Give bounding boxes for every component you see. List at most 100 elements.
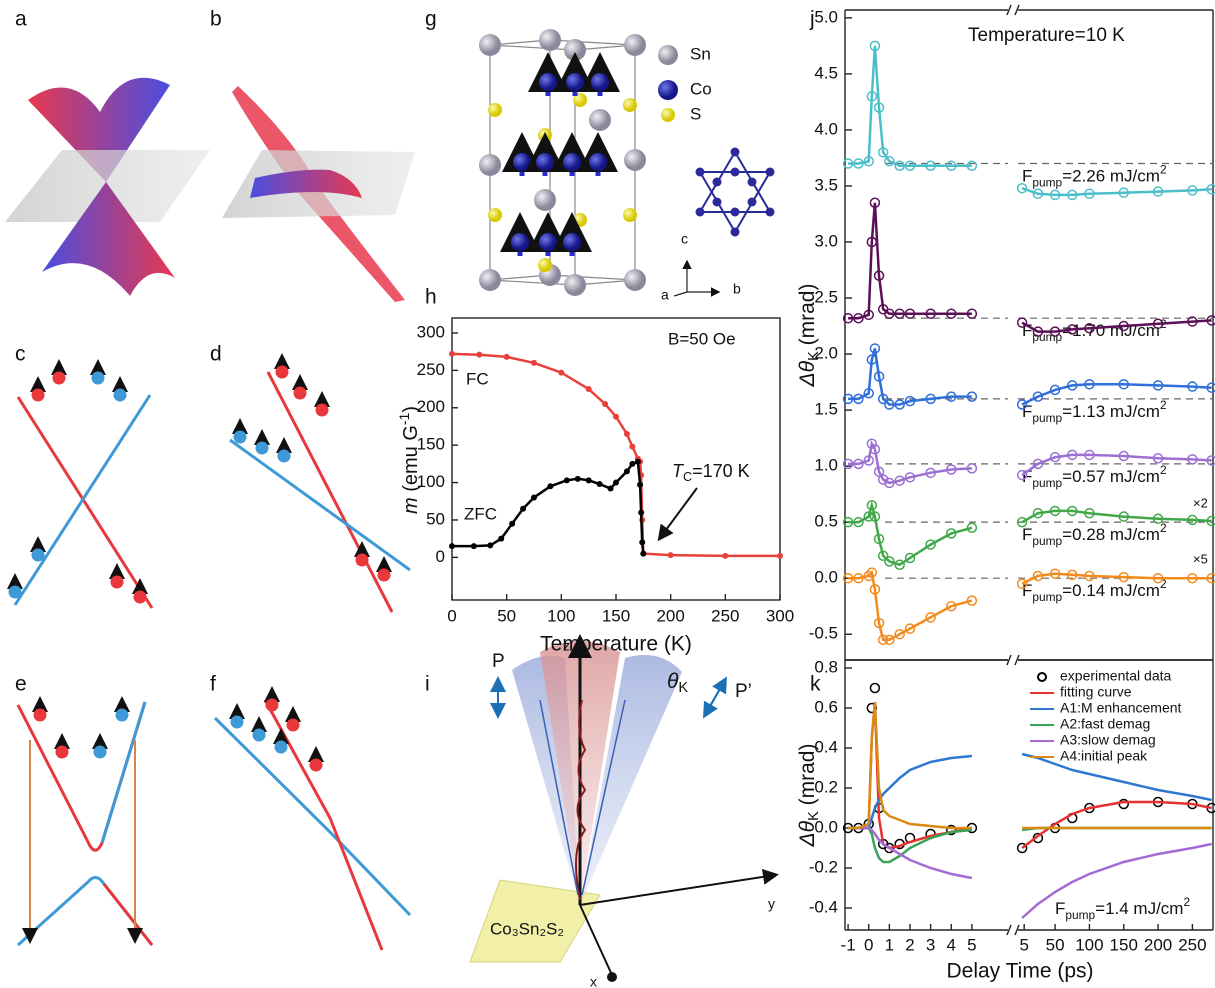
data-point: [498, 536, 504, 542]
y-tick-label: 0.5: [814, 512, 838, 531]
atom: [566, 73, 584, 91]
spin: [32, 389, 45, 402]
x-tick-label: 0: [447, 606, 456, 625]
kagome-site: [696, 208, 705, 217]
y-tick-label: 250: [417, 360, 445, 379]
y-tick-label: -0.4: [809, 897, 838, 916]
data-point: [629, 461, 635, 467]
legend-label: A2:fast demag: [1060, 716, 1150, 732]
data-line: [848, 756, 972, 828]
data-line: [452, 354, 780, 556]
y-axis-label-part: (mrad): [796, 284, 819, 352]
fluence-label-part: pump: [1032, 411, 1062, 425]
spin: [114, 389, 127, 402]
spin: [116, 709, 129, 722]
kagome-site: [748, 198, 757, 207]
axis-breaks: [1007, 5, 1019, 935]
spin: [356, 554, 369, 567]
y-axis-label-part: (mrad): [796, 744, 819, 812]
data-point: [547, 483, 553, 489]
panel-label: c: [15, 343, 26, 366]
kerr-label-part: K: [678, 680, 688, 696]
legend-label: A4:initial peak: [1060, 748, 1148, 764]
fluence-label-part: pump: [1032, 534, 1062, 548]
data-point: [471, 543, 477, 549]
data-point: [613, 480, 619, 486]
atom: [623, 98, 637, 112]
y-tick-label: 3.0: [814, 231, 838, 250]
spin: [56, 746, 69, 759]
plot-frame: [452, 318, 780, 600]
atom: [488, 208, 502, 222]
y-axis-label-part: K: [806, 811, 822, 821]
tc-label: TC=170 K: [672, 461, 750, 485]
y-tick-label: 0.6: [814, 697, 838, 716]
spin: [53, 372, 66, 385]
atom: [513, 153, 531, 171]
spin: [275, 741, 288, 754]
data-point: [487, 542, 493, 548]
kagome-site: [748, 178, 757, 187]
data-line: [848, 46, 972, 166]
atom: [591, 73, 609, 91]
atom: [563, 233, 581, 251]
beam-label: P: [492, 651, 505, 672]
spin: [253, 729, 266, 742]
fluence-label-part: =2.26 mJ/cm: [1062, 167, 1160, 186]
fluence-label: Fpump=0.57 mJ/cm2: [1022, 463, 1167, 490]
atom: [624, 149, 646, 171]
spin: [32, 549, 45, 562]
fluence-label-part: pump: [1032, 176, 1062, 190]
x-tick-label: 250: [1178, 935, 1206, 954]
panel-label: i: [425, 673, 430, 696]
legend-label: experimental data: [1060, 668, 1172, 684]
atom: [589, 153, 607, 171]
fluence-label-part: 2: [1160, 463, 1167, 477]
data-point: [639, 539, 645, 545]
axis-label: c: [681, 231, 688, 247]
legend-label: Co: [690, 79, 712, 98]
chart-title: Temperature=10 K: [968, 25, 1125, 46]
y-tick-label: 50: [426, 509, 445, 528]
figure: abcdefghijkSnCoScabzyxPP’θKCo₃Sn₂S₂05010…: [0, 0, 1215, 988]
data-point: [449, 543, 455, 549]
spin: [310, 759, 323, 772]
x-tick-label: 5: [1019, 935, 1028, 954]
data-point: [624, 431, 630, 437]
atom: [539, 29, 561, 51]
fluence-label-part: 2: [1183, 895, 1190, 909]
spin: [9, 586, 22, 599]
x-tick-label: 200: [656, 606, 684, 625]
panel-label: e: [15, 673, 27, 696]
legend-label: A1:M enhancement: [1060, 700, 1182, 716]
atom: [539, 73, 557, 91]
data-point: [640, 551, 646, 557]
spin: [34, 709, 47, 722]
atom: [488, 103, 502, 117]
y-axis-label-part: m: [400, 497, 422, 514]
annotation: B=50 Oe: [668, 329, 736, 348]
y-axis-label-part: Δθ: [796, 360, 819, 387]
spin: [94, 746, 107, 759]
spin: [266, 699, 279, 712]
fluence-label-part: F: [1022, 526, 1032, 545]
data-point: [613, 414, 619, 420]
x-axis-label: Delay Time (ps): [946, 960, 1093, 983]
y-tick-label: -0.2: [809, 857, 838, 876]
data-point: [602, 401, 608, 407]
y-tick-label: 4.5: [814, 63, 838, 82]
data-point: [531, 360, 537, 366]
data-line: [848, 702, 972, 828]
atom: [624, 269, 646, 291]
atom: [479, 269, 501, 291]
kagome-site: [713, 198, 722, 207]
kerr-label-part: θ: [667, 670, 679, 693]
panel-label: d: [210, 343, 222, 366]
y-tick-label: -0.5: [809, 624, 838, 643]
x-tick-label: 1: [885, 935, 894, 954]
y-axis-label: ΔθK (mrad): [796, 284, 822, 388]
fluence-label: Fpump=0.14 mJ/cm2: [1022, 577, 1167, 604]
legend-label: Sn: [690, 44, 711, 63]
x-tick-label: 100: [1075, 935, 1103, 954]
spin: [316, 404, 329, 417]
